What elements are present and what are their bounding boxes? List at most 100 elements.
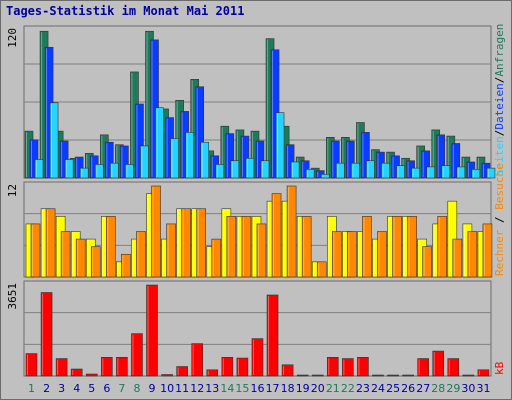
bar-highlight xyxy=(181,112,183,177)
bar-highlight xyxy=(408,217,410,276)
bar-highlight xyxy=(111,164,113,177)
bar-kb-7 xyxy=(116,357,128,377)
bar-highlight xyxy=(87,240,89,276)
bar-highlight xyxy=(131,72,133,177)
bar-highlight xyxy=(482,164,484,177)
bar-rechner-1 xyxy=(30,223,41,278)
bar-kb-18 xyxy=(281,364,294,377)
bar-highlight xyxy=(328,358,330,375)
x-tick-label-19: 19 xyxy=(296,382,310,395)
bar-kb-27 xyxy=(417,358,429,377)
bar-seiten-13 xyxy=(215,164,225,179)
bar-kb-20 xyxy=(311,374,324,377)
bar-highlight xyxy=(423,247,425,276)
bar-seiten-4 xyxy=(79,167,89,179)
bar-highlight xyxy=(166,118,168,177)
bar-highlight xyxy=(352,164,354,177)
x-tick-label-3: 3 xyxy=(58,382,65,395)
bar-highlight xyxy=(141,146,143,177)
bar-highlight xyxy=(96,165,98,177)
bar-highlight xyxy=(432,130,434,177)
bar-highlight xyxy=(403,217,405,276)
bar-seiten-29 xyxy=(456,166,466,179)
bar-seiten-14 xyxy=(230,160,240,179)
bar-highlight xyxy=(317,171,319,177)
x-tick-label-27: 27 xyxy=(416,382,430,395)
y-max-label-bottom: 3651 xyxy=(6,283,19,310)
bar-dateien-16 xyxy=(255,140,265,179)
bar-highlight xyxy=(318,262,320,276)
bar-rechner-18 xyxy=(286,185,297,278)
bar-highlight xyxy=(231,161,233,177)
bar-highlight xyxy=(246,159,248,177)
x-tick-label-16: 16 xyxy=(251,382,265,395)
bar-seiten-28 xyxy=(441,165,451,179)
bar-highlight xyxy=(483,224,485,276)
bar-rechner-2 xyxy=(45,208,56,278)
bar-highlight xyxy=(57,217,59,276)
x-tick-label-1: 1 xyxy=(28,382,35,395)
bar-kb-11 xyxy=(176,366,188,377)
bar-highlight xyxy=(252,217,254,276)
bar-highlight xyxy=(422,151,424,177)
bar-highlight xyxy=(107,217,109,276)
bar-highlight xyxy=(343,359,345,375)
bar-rechner-26 xyxy=(407,216,417,278)
legend-top: Seiten/Dateien/Anfragen xyxy=(493,24,506,176)
legend-label-anfragen: Anfragen xyxy=(493,24,506,77)
bar-highlight xyxy=(392,156,394,177)
bar-highlight xyxy=(437,135,439,177)
x-tick-label-17: 17 xyxy=(266,382,280,395)
bar-rechner-10 xyxy=(166,223,176,278)
bar-highlight xyxy=(358,232,360,276)
bar-highlight xyxy=(277,113,279,177)
bar-seiten-6 xyxy=(110,162,119,179)
bar-rechner-21 xyxy=(331,231,342,278)
bar-rechner-25 xyxy=(392,216,402,278)
bar-highlight xyxy=(27,224,28,276)
bar-dateien-18 xyxy=(285,144,295,179)
bar-rechner-24 xyxy=(377,231,387,278)
bar-kb-5 xyxy=(85,373,98,377)
bar-highlight xyxy=(487,169,489,177)
bar-highlight xyxy=(358,358,360,375)
bar-rechner-12 xyxy=(196,208,207,278)
bar-highlight xyxy=(328,217,330,276)
bar-dateien-23 xyxy=(361,132,370,179)
bar-kb-16 xyxy=(251,338,264,377)
bar-highlight xyxy=(81,169,83,177)
bar-highlight xyxy=(251,132,253,177)
x-tick-label-11: 11 xyxy=(175,382,189,395)
bar-seiten-12 xyxy=(200,141,210,179)
bar-rechner-13 xyxy=(211,238,222,278)
bar-highlight xyxy=(201,143,203,177)
bar-rechner-16 xyxy=(256,223,267,278)
x-tick-label-2: 2 xyxy=(43,382,50,395)
bar-highlight xyxy=(343,232,345,276)
bar-dateien-27 xyxy=(421,150,430,179)
bar-kb-2 xyxy=(40,292,53,377)
bar-highlight xyxy=(268,295,270,375)
bar-rechner-31 xyxy=(482,223,493,278)
bar-highlight xyxy=(298,217,300,276)
bar-highlight xyxy=(132,240,134,276)
bar-kb-31 xyxy=(477,369,490,377)
bar-seiten-3 xyxy=(64,159,74,179)
bar-highlight xyxy=(77,240,79,276)
bar-highlight xyxy=(192,344,194,375)
bar-highlight xyxy=(397,166,399,177)
bar-seiten-18 xyxy=(290,161,300,179)
x-tick-label-14: 14 xyxy=(220,382,234,395)
bar-kb-30 xyxy=(462,374,475,377)
bar-highlight xyxy=(257,224,259,276)
bar-highlight xyxy=(92,247,94,276)
bar-highlight xyxy=(46,48,48,178)
bar-highlight xyxy=(32,224,33,276)
bar-rechner-17 xyxy=(271,193,282,278)
bar-highlight xyxy=(268,202,270,276)
bar-highlight xyxy=(151,40,153,177)
bar-highlight xyxy=(332,142,334,177)
bar-highlight xyxy=(367,161,369,177)
bar-dateien-12 xyxy=(195,86,205,179)
x-tick-label-24: 24 xyxy=(371,382,385,395)
